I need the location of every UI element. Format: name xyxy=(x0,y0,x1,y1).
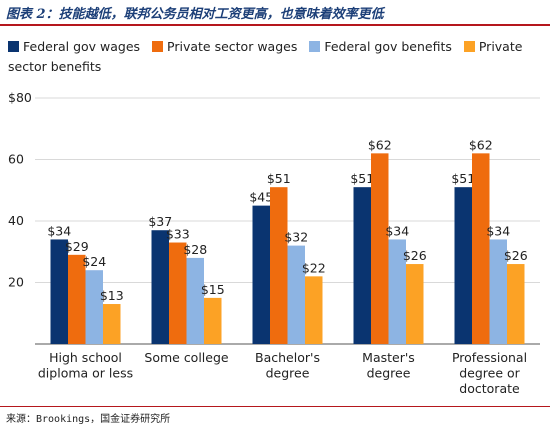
data-label: $33 xyxy=(166,227,190,242)
data-label: $62 xyxy=(368,137,392,152)
legend-swatch xyxy=(309,41,321,52)
bar xyxy=(371,153,389,344)
y-tick-label: 60 xyxy=(8,152,24,167)
data-label: $15 xyxy=(201,282,225,297)
x-tick-label: Master's xyxy=(362,350,415,365)
legend-item-private-wages: Private sector wages xyxy=(152,39,297,54)
bar xyxy=(388,239,406,344)
data-label: $28 xyxy=(183,242,207,257)
data-label: $62 xyxy=(469,137,493,152)
legend-label: Private sector wages xyxy=(167,39,298,54)
bar xyxy=(50,239,68,344)
x-tick-label: diploma or less xyxy=(38,366,133,381)
data-label: $37 xyxy=(148,214,172,229)
x-tick-label: Professional xyxy=(452,350,527,365)
data-label: $32 xyxy=(284,230,308,245)
bar xyxy=(287,245,305,344)
bar xyxy=(507,264,525,344)
bar xyxy=(151,230,169,344)
legend-swatch xyxy=(152,41,164,52)
bar xyxy=(472,153,490,344)
bar xyxy=(85,270,103,344)
bar xyxy=(204,297,222,344)
x-tick-label: High school xyxy=(49,350,122,365)
data-label: $34 xyxy=(47,223,71,238)
legend-label: Private sector benefits xyxy=(8,39,523,74)
source-divider xyxy=(0,406,550,407)
chart-legend: Federal gov wages Private sector wages F… xyxy=(8,37,548,77)
legend-label: Federal gov benefits xyxy=(324,39,452,54)
legend-swatch xyxy=(463,41,475,52)
legend-item-private-benefits: Private sector benefits xyxy=(8,39,522,74)
legend-label: Federal gov wages xyxy=(23,39,141,54)
y-tick-label: 20 xyxy=(8,275,24,290)
data-label: $26 xyxy=(504,248,528,263)
bar xyxy=(305,276,323,344)
legend-swatch xyxy=(8,41,19,52)
title-divider xyxy=(0,24,550,26)
data-label: $51 xyxy=(451,171,475,186)
bar xyxy=(186,257,204,344)
bar xyxy=(454,187,472,344)
x-tick-label: degree xyxy=(266,366,310,381)
bar xyxy=(169,242,187,344)
data-label: $13 xyxy=(100,288,124,303)
x-tick-label: degree xyxy=(367,366,411,381)
y-tick-label: $80 xyxy=(8,90,32,105)
bar xyxy=(68,254,86,344)
source-note: 来源：Brookings，国金证券研究所 xyxy=(6,414,171,425)
data-label: $51 xyxy=(350,171,374,186)
legend-item-federal-wages: Federal gov wages xyxy=(8,39,140,54)
data-label: $45 xyxy=(249,190,273,205)
x-tick-label: degree or xyxy=(459,366,520,381)
figure-title: 图表 2：技能越低，联邦公务员相对工资更高，也意味着效率更低 xyxy=(6,7,384,22)
data-label: $22 xyxy=(302,260,326,275)
y-tick-label: 40 xyxy=(8,213,24,228)
data-label: $34 xyxy=(486,223,510,238)
data-label: $26 xyxy=(403,248,427,263)
x-tick-label: Some college xyxy=(144,350,229,365)
data-label: $29 xyxy=(65,239,89,254)
bar xyxy=(252,205,270,344)
bar xyxy=(406,264,424,344)
bar xyxy=(353,187,371,344)
x-tick-label: doctorate xyxy=(459,381,520,396)
x-tick-label: Bachelor's xyxy=(255,350,320,365)
data-label: $34 xyxy=(385,223,409,238)
bar xyxy=(270,187,288,344)
bar xyxy=(103,304,121,344)
bar xyxy=(489,239,507,344)
legend-item-federal-benefits: Federal gov benefits xyxy=(309,39,452,54)
data-label: $24 xyxy=(82,254,106,269)
data-label: $51 xyxy=(267,171,291,186)
